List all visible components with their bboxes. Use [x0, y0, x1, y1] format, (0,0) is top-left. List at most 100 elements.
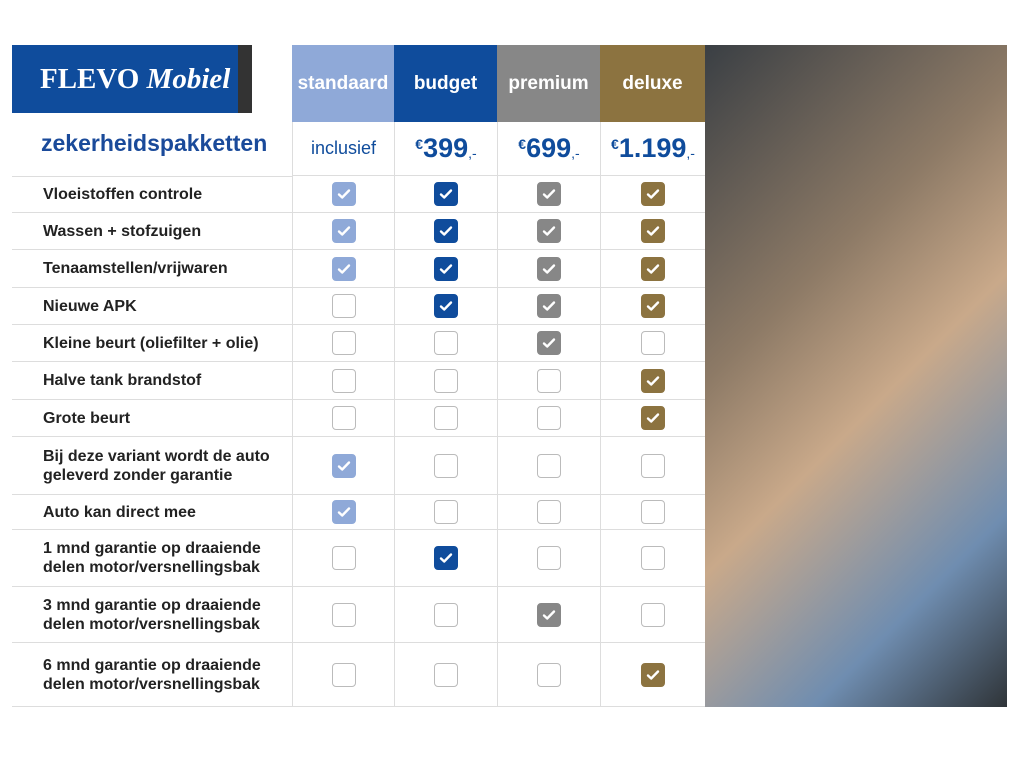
check-cell — [497, 643, 600, 707]
logo: FLEVO Mobiel — [12, 45, 252, 113]
check-cell — [600, 325, 705, 362]
checkbox — [434, 453, 458, 478]
photo — [705, 45, 1007, 707]
price-suffix: ,- — [468, 144, 477, 161]
price-suffix: ,- — [686, 144, 695, 161]
check-icon — [439, 263, 453, 274]
check-cell — [292, 213, 394, 250]
checkbox — [641, 453, 665, 478]
check-cell — [394, 437, 497, 495]
check-icon — [337, 226, 350, 236]
checkbox — [331, 602, 356, 627]
column-header: premium — [497, 45, 600, 122]
check-cell — [394, 530, 497, 587]
checkbox — [331, 368, 356, 393]
checkbox — [331, 546, 356, 570]
row-label: Vloeistoffen controle — [12, 176, 292, 213]
check-cell — [292, 325, 394, 362]
row-label: Kleine beurt (oliefilter + olie) — [12, 325, 292, 362]
row-label: 6 mnd garantie op draaiende delen motor/… — [12, 643, 292, 707]
checkbox — [641, 294, 665, 318]
heading: zekerheidspakketten — [41, 130, 268, 156]
checkbox — [331, 406, 356, 430]
row-label: 3 mnd garantie op draaiende delen motor/… — [12, 587, 292, 643]
check-cell — [292, 495, 394, 530]
price-amount: 399 — [423, 133, 469, 163]
check-cell — [600, 530, 705, 587]
column-header: standaard — [292, 45, 394, 122]
check-cell — [497, 437, 600, 495]
checkbox — [537, 294, 561, 318]
check-icon — [646, 226, 660, 236]
check-cell — [394, 176, 497, 213]
price-suffix: ,- — [571, 144, 580, 161]
checkbox — [537, 331, 561, 355]
check-icon — [646, 263, 660, 274]
check-icon — [542, 189, 556, 199]
checkbox — [641, 406, 665, 430]
price-text: inclusief — [310, 138, 377, 158]
checkbox — [434, 331, 458, 355]
price-currency: € — [518, 136, 527, 152]
checkbox — [537, 500, 561, 524]
check-cell — [394, 643, 497, 707]
check-cell — [292, 250, 394, 288]
checkbox — [641, 602, 665, 627]
checkbox — [641, 219, 665, 243]
checkbox — [641, 182, 665, 206]
checkbox — [434, 368, 458, 393]
column-header: deluxe — [600, 45, 705, 122]
check-cell — [497, 325, 600, 362]
price-currency: € — [415, 136, 424, 152]
check-cell — [497, 587, 600, 643]
column-header: budget — [394, 45, 497, 122]
check-cell — [497, 250, 600, 288]
row-label: Nieuwe APK — [12, 288, 292, 325]
divider — [12, 176, 292, 177]
checkbox — [641, 368, 665, 393]
check-cell — [292, 643, 394, 707]
price-cell: €399 ,- — [394, 122, 497, 176]
checkbox — [537, 256, 561, 281]
check-icon — [542, 609, 556, 620]
check-cell — [497, 362, 600, 400]
check-cell — [292, 530, 394, 587]
check-cell — [497, 213, 600, 250]
check-cell — [394, 495, 497, 530]
check-cell — [497, 288, 600, 325]
checkbox — [331, 453, 356, 478]
price-cell: inclusief — [292, 122, 394, 176]
check-cell — [600, 495, 705, 530]
check-cell — [497, 176, 600, 213]
check-cell — [600, 437, 705, 495]
check-icon — [646, 189, 660, 199]
checkbox — [537, 406, 561, 430]
logo-name: Mobiel — [146, 62, 231, 95]
check-cell — [600, 362, 705, 400]
check-icon — [439, 553, 453, 563]
checkbox — [434, 182, 458, 206]
row-label: Wassen + stofzuigen — [12, 213, 292, 250]
checkbox — [434, 546, 458, 570]
check-cell — [497, 530, 600, 587]
checkbox — [331, 662, 356, 687]
check-cell — [394, 362, 497, 400]
row-label: Grote beurt — [12, 400, 292, 437]
checkbox — [537, 368, 561, 393]
logo-brand: FLEVO — [40, 62, 140, 95]
checkbox — [434, 406, 458, 430]
check-cell — [292, 437, 394, 495]
checkbox — [434, 219, 458, 243]
check-cell — [600, 288, 705, 325]
checkbox — [537, 546, 561, 570]
checkbox — [641, 546, 665, 570]
check-cell — [394, 400, 497, 437]
price-amount: 699 — [526, 133, 572, 163]
check-icon — [439, 226, 453, 236]
check-cell — [497, 400, 600, 437]
price-amount: 1.199 — [618, 133, 687, 163]
check-icon — [646, 301, 660, 311]
check-cell — [600, 176, 705, 213]
check-cell — [292, 176, 394, 213]
